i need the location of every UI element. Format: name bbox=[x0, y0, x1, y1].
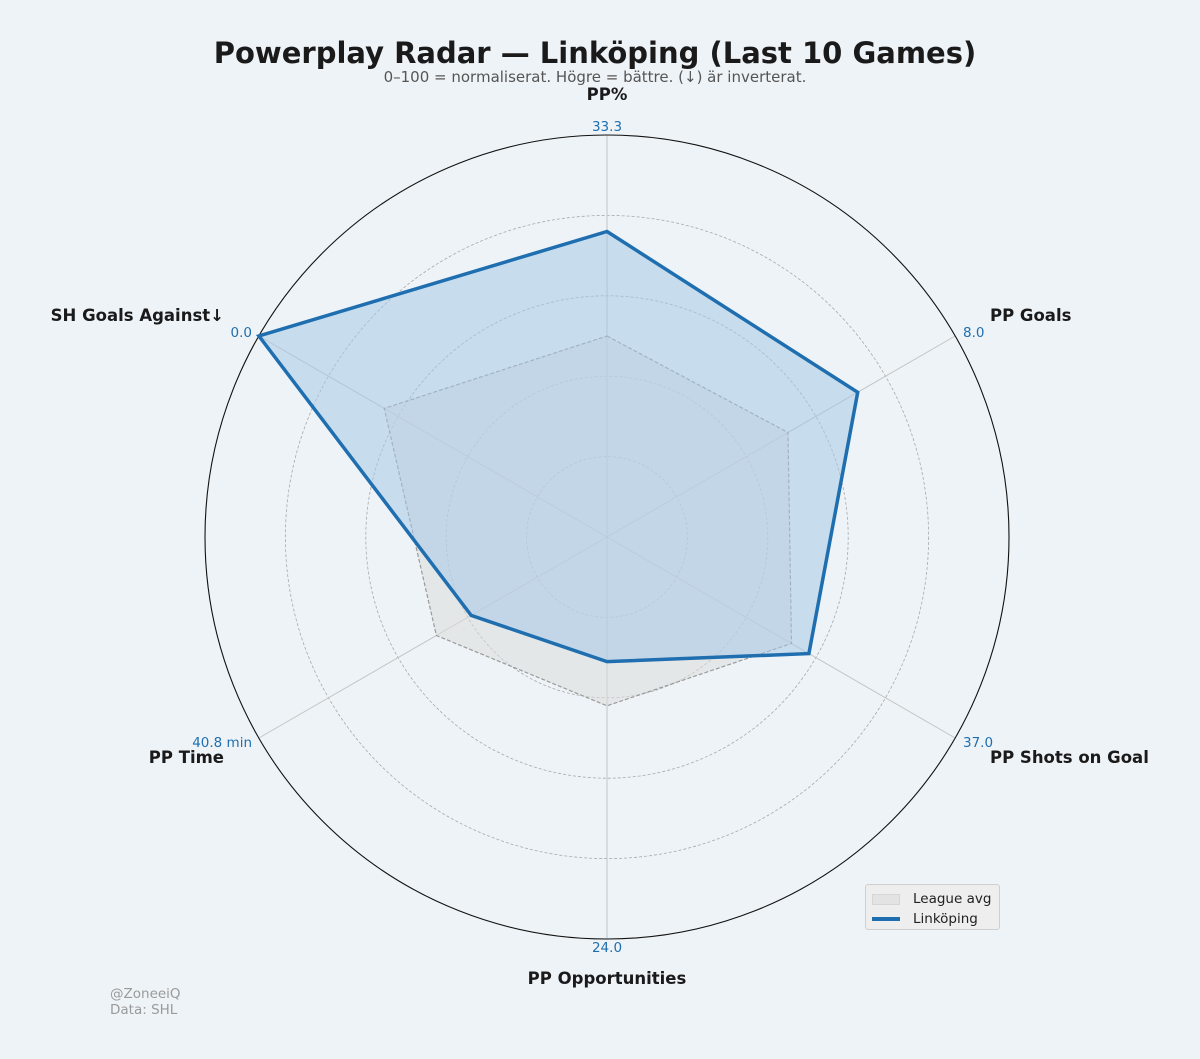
legend-item-league: League avg bbox=[872, 889, 993, 909]
axis-label-sh-goals-against: SH Goals Against↓ bbox=[51, 306, 224, 325]
axis-label-pp-shots-on-goal: PP Shots on Goal bbox=[990, 748, 1149, 767]
axis-max-label-pp-time: 40.8 min bbox=[192, 735, 252, 751]
axis-label-pp: PP% bbox=[587, 85, 628, 104]
axis-max-label-pp-goals: 8.0 bbox=[963, 325, 984, 341]
axis-label-pp-opportunities: PP Opportunities bbox=[528, 969, 687, 988]
axis-max-label-pp: 33.3 bbox=[592, 119, 622, 135]
chart-title: Powerplay Radar — Linköping (Last 10 Gam… bbox=[213, 36, 977, 70]
axis-max-label-pp-opportunities: 24.0 bbox=[592, 940, 622, 956]
chart-subtitle: 0–100 = normaliserat. Högre = bättre. (↓… bbox=[383, 68, 807, 86]
axis-label-pp-goals: PP Goals bbox=[990, 306, 1072, 325]
legend: League avg Linköping bbox=[865, 884, 1000, 930]
radar-series bbox=[255, 229, 860, 707]
axis-max-label-pp-shots-on-goal: 37.0 bbox=[963, 735, 993, 751]
legend-swatch-team bbox=[872, 917, 900, 921]
legend-label-league: League avg bbox=[913, 891, 992, 907]
radar-outer-ring bbox=[204, 134, 1010, 940]
axis-max-label-sh-goals-against: 0.0 bbox=[231, 325, 252, 341]
legend-label-team: Linköping bbox=[913, 911, 978, 927]
credit: @ZoneeiQ Data: SHL bbox=[110, 986, 181, 1018]
series-link-ping-line bbox=[255, 229, 860, 664]
legend-swatch-league bbox=[872, 893, 900, 905]
credit-source: Data: SHL bbox=[110, 1002, 178, 1018]
axis-label-pp-time: PP Time bbox=[149, 748, 224, 767]
grid-ring bbox=[284, 214, 930, 860]
credit-handle: @ZoneeiQ bbox=[110, 986, 181, 1002]
legend-item-team: Linköping bbox=[872, 909, 993, 929]
